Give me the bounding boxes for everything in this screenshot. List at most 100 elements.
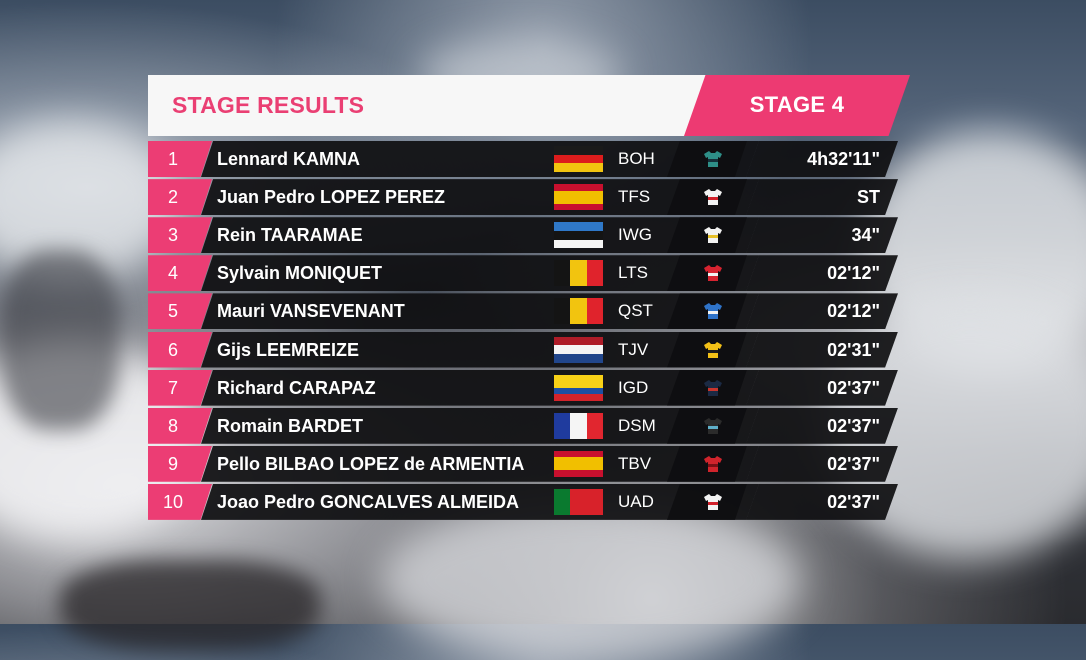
spain-flag-icon [554,450,603,477]
france-flag-icon [554,412,603,439]
rider-bar [201,293,747,330]
result-row: 2 Juan Pedro LOPEZ PEREZ TFS ST [148,179,908,216]
team-jersey-icon [704,151,722,167]
position-number: 7 [167,377,178,398]
result-row: 3 Rein TAARAMAE IWG 34" [148,217,908,254]
team-jersey-icon [704,455,722,472]
rider-bar [201,179,747,216]
position-number: 5 [167,301,178,322]
position-number: 10 [162,491,184,512]
time-gap: 02'37" [827,377,880,398]
time-bar [746,445,898,482]
portugal-flag-icon [554,488,603,515]
rider-bar [201,217,747,254]
time-gap: 02'12" [827,263,880,284]
time-gap: 02'37" [827,453,880,474]
rider-bar [201,483,747,520]
results-title: STAGE RESULTS [172,92,365,118]
position-badge [148,483,212,520]
estonia-flag-icon [554,222,603,249]
team-jersey-icon [704,303,722,320]
germany-flag-icon [554,146,603,172]
position-badge [148,369,212,406]
time-gap: 02'31" [827,339,880,360]
result-row: 10 Joao Pedro GONCALVES ALMEIDA UAD 02'3… [148,483,908,520]
team-jersey-icon [704,265,722,282]
belgium-flag-icon [554,260,603,287]
rider-name: Romain BARDET [217,415,364,436]
position-number: 9 [167,453,178,474]
team-jersey-icon [704,417,722,434]
rider-bar [201,445,747,482]
time-bar [746,293,898,330]
position-number: 6 [167,339,178,360]
result-row: 6 Gijs LEEMREIZE TJV 02'31" [148,331,908,368]
time-bar [746,369,898,406]
team-jersey-icon [704,341,722,358]
team-jersey-icon [704,379,722,396]
team-code: BOH [618,149,655,168]
rider-bar [201,255,747,292]
time-bar [746,483,898,520]
position-number: 8 [167,415,178,436]
position-badge [148,141,212,177]
netherlands-flag-icon [554,336,603,363]
position-badge [148,217,212,254]
results-header-bar [148,75,706,136]
time-bar [746,141,898,177]
rider-bar [201,369,747,406]
belgium-flag-icon [554,298,603,325]
rider-name: Joao Pedro GONCALVES ALMEIDA [217,491,520,512]
rider-name: Richard CARAPAZ [217,377,376,398]
team-jersey-icon [704,189,722,206]
time-gap: ST [856,187,880,208]
result-row: 8 Romain BARDET DSM 02'37" [148,407,908,444]
stage-badge [684,75,910,136]
rider-name: Mauri VANSEVENANT [217,301,405,322]
team-code: TBV [618,453,652,473]
rider-name: Juan Pedro LOPEZ PEREZ [217,187,446,208]
position-badge [148,445,212,482]
rider-name: Sylvain MONIQUET [217,263,383,284]
position-badge [148,293,212,330]
position-number: 1 [167,149,178,169]
position-badge [148,255,212,292]
position-number: 2 [167,187,178,208]
position-badge [148,407,212,444]
time-gap: 02'12" [827,301,880,322]
time-gap: 02'37" [827,491,880,512]
team-code: IWG [618,225,652,245]
result-row: 5 Mauri VANSEVENANT QST 02'12" [148,293,908,330]
stage-label: STAGE 4 [749,92,845,117]
team-code: TJV [618,339,649,359]
time-bar [746,407,898,444]
rider-bar [201,407,747,444]
rider-name: Rein TAARAMAE [217,225,363,246]
rider-name: Gijs LEEMREIZE [217,339,360,360]
spain-flag-icon [554,184,603,211]
ecuador-flag-icon [554,374,603,401]
team-jersey-icon [704,227,722,244]
rider-name: Lennard KAMNA [217,149,360,169]
rider-bar [201,331,747,368]
position-badge [148,331,212,368]
team-code: DSM [618,415,656,435]
time-gap: 4h32'11" [807,149,880,169]
time-bar [746,255,898,292]
rider-name: Pello BILBAO LOPEZ de ARMENTIA [217,453,525,474]
result-row: 7 Richard CARAPAZ IGD 02'37" [148,369,908,406]
result-row: 4 Sylvain MONIQUET LTS 02'12" [148,255,908,292]
time-bar [746,217,898,254]
team-code: TFS [618,187,651,207]
time-gap: 34" [851,225,880,246]
time-gap: 02'37" [827,415,880,436]
team-code: IGD [618,377,649,397]
time-bar [746,331,898,368]
team-code: QST [618,301,653,321]
team-code: LTS [618,263,648,283]
team-code: UAD [618,491,654,511]
rider-bar [201,141,747,177]
position-badge [148,179,212,216]
result-row: 9 Pello BILBAO LOPEZ de ARMENTIA TBV 02'… [148,445,908,482]
team-jersey-icon [704,493,722,510]
